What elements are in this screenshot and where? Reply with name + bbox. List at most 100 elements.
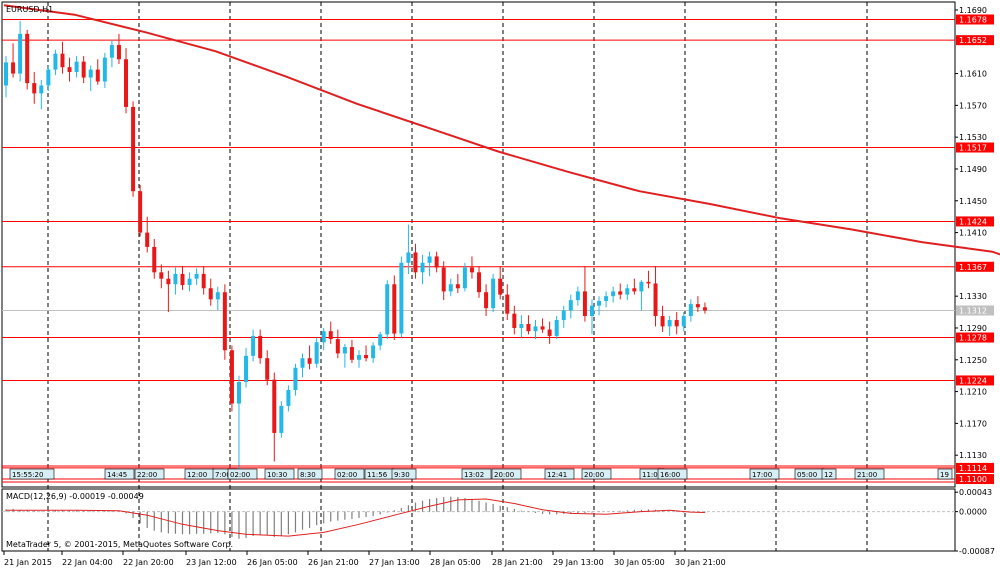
timeline-marker[interactable]: 10:30 xyxy=(264,468,295,480)
timeline-marker[interactable]: 21:00 xyxy=(854,468,885,480)
timeline-marker[interactable]: 14:45 xyxy=(104,468,135,480)
timeline-marker-label: 21:00 xyxy=(857,471,877,479)
candle-body xyxy=(109,44,114,58)
timeline-marker[interactable]: 20:00 xyxy=(581,468,612,480)
macd-signal-line xyxy=(6,498,705,537)
timeline-marker[interactable]: 12 xyxy=(821,468,837,480)
y-tick-label: 1.1610 xyxy=(959,70,987,79)
y-tick-label: 1.1290 xyxy=(959,324,987,333)
candle-body xyxy=(124,59,129,107)
timeline-marker[interactable]: 9:30 xyxy=(391,468,417,480)
candle-body xyxy=(371,345,376,359)
candle-body xyxy=(102,57,107,82)
price-line-tag-label: 1.1100 xyxy=(959,475,987,484)
x-tick-label: 22 Jan 20:00 xyxy=(123,558,174,567)
candle-body xyxy=(688,304,693,317)
timeline-marker[interactable]: 12:00 xyxy=(184,468,215,480)
candle-body xyxy=(180,273,185,286)
timeline-marker-label: 20:00 xyxy=(584,471,604,479)
candle-body xyxy=(300,358,305,368)
timeline-marker[interactable]: 22:00 xyxy=(134,468,165,480)
candle-body xyxy=(364,355,369,359)
candle-body xyxy=(385,284,390,335)
candle-body xyxy=(131,106,136,192)
candle-body xyxy=(244,355,249,383)
timeline-marker[interactable]: 17:00 xyxy=(749,468,780,480)
candle-body xyxy=(568,300,573,311)
x-tick-label: 23 Jan 12:00 xyxy=(186,558,237,567)
candle-body xyxy=(561,310,566,321)
timeline-marker-strip[interactable]: 15:55:20 14:45 22:00 12:00 7:00 02:00 10:30 8:3… xyxy=(2,465,955,483)
candle-body xyxy=(349,347,354,360)
candle-body xyxy=(469,267,474,273)
y-tick-label: 1.1690 xyxy=(959,6,987,15)
timeline-marker[interactable]: 19 xyxy=(937,468,953,480)
candle-body xyxy=(547,329,552,336)
candle-body xyxy=(392,284,397,334)
candle-body xyxy=(427,256,432,263)
timeline-marker-box xyxy=(134,468,165,480)
candle-body xyxy=(286,390,291,406)
y-tick-label: 1.1570 xyxy=(959,101,987,110)
timeline-marker-box xyxy=(749,468,780,480)
timeline-marker[interactable]: 05:00 xyxy=(794,468,825,480)
candle-body xyxy=(166,278,171,285)
timeline-marker[interactable]: 12:41 xyxy=(544,468,575,480)
candle-body xyxy=(512,313,517,328)
y-axis: 1.1678 1.1652 1.1517 1.1424 1.1367 1.1312 1.12… xyxy=(955,6,994,485)
candle-body xyxy=(314,342,319,364)
candle-body xyxy=(88,69,93,78)
candle-body xyxy=(604,296,609,301)
candle-body xyxy=(406,252,411,263)
timeline-marker[interactable]: 11:56 xyxy=(364,468,395,480)
timeline-marker-box xyxy=(297,468,323,480)
timeline-marker[interactable]: 02:00 xyxy=(334,468,365,480)
candle-body xyxy=(695,304,700,308)
timeline-marker-box xyxy=(491,468,522,480)
x-tick-label: 26 Jan 21:00 xyxy=(308,558,359,567)
candle-body xyxy=(597,300,602,306)
timeline-marker[interactable]: 20:00 xyxy=(491,468,522,480)
candle-body xyxy=(159,272,164,279)
timeline-marker-label: 17:00 xyxy=(752,471,772,479)
y-tick-label: 1.1130 xyxy=(959,451,987,460)
candle-body xyxy=(194,273,199,279)
candle-body xyxy=(251,335,256,356)
timeline-marker-label: 10:30 xyxy=(267,471,287,479)
timeline-marker-label: 11:0 xyxy=(642,471,658,479)
candle-body xyxy=(420,262,425,273)
candle-body xyxy=(413,252,418,273)
candle-body xyxy=(554,320,559,336)
candle-body xyxy=(526,324,531,332)
candle-body xyxy=(342,347,347,354)
candle-body xyxy=(505,294,510,314)
candle-body xyxy=(95,69,100,82)
candle-body xyxy=(575,291,580,301)
price-line-tag xyxy=(956,35,994,46)
candle-body xyxy=(357,355,361,360)
candle-body xyxy=(455,284,460,289)
y-tick-label: 1.1210 xyxy=(959,388,987,397)
timeline-marker[interactable]: 16:00 xyxy=(657,468,688,480)
price-line-tag-label: 1.1517 xyxy=(959,144,987,153)
macd-title: MACD(12,26,9) -0.00019 -0.00049 xyxy=(6,492,144,501)
candle-body xyxy=(201,273,206,289)
price-line-tag xyxy=(956,305,994,316)
timeline-marker-box xyxy=(264,468,295,480)
y-tick-label: 1.1450 xyxy=(959,197,987,206)
footer-copyright: MetaTrader 5, © 2001-2015, MetaQuotes So… xyxy=(6,540,233,549)
candle-body xyxy=(448,284,453,292)
price-line-tag xyxy=(956,261,994,272)
timeline-marker[interactable]: 15:55:20 xyxy=(9,468,55,480)
price-line-tag xyxy=(956,142,994,153)
timeline-marker-label: 13:02 xyxy=(464,471,484,479)
candle-body xyxy=(399,262,404,334)
candle-body xyxy=(307,358,312,364)
timeline-marker[interactable]: 13:02 xyxy=(461,468,492,480)
candle-body xyxy=(462,267,467,289)
x-tick-label: 22 Jan 04:00 xyxy=(62,558,113,567)
timeline-marker[interactable]: 02:00 xyxy=(227,468,258,480)
price-line-tag xyxy=(956,216,994,227)
timeline-marker[interactable]: 8:30 xyxy=(297,468,323,480)
